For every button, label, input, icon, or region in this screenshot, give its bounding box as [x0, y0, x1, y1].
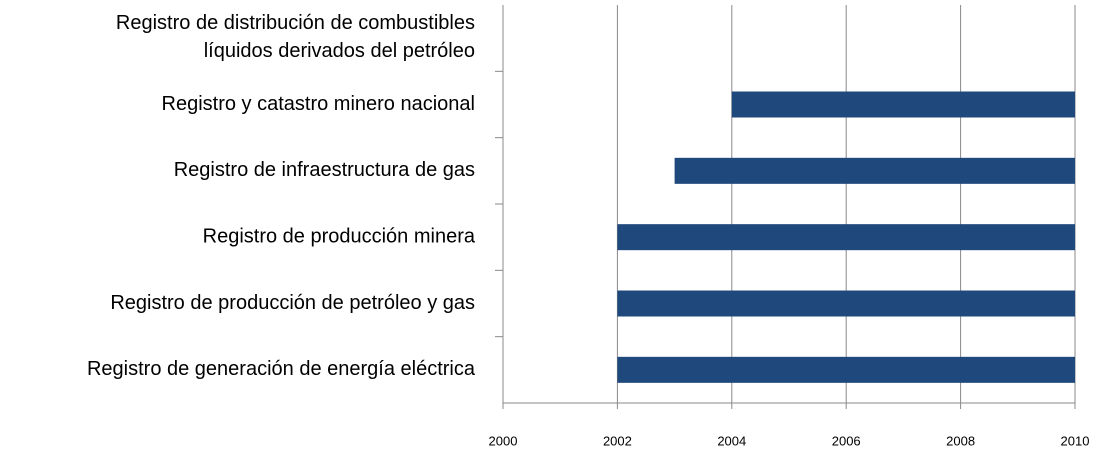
y-tick-label: Registro de infraestructura de gas	[174, 159, 475, 181]
bar	[731, 91, 1075, 118]
y-tick-label: Registro de producción minera	[203, 225, 476, 247]
x-tick-label: 2000	[489, 433, 518, 448]
bar	[617, 356, 1075, 383]
bar	[617, 224, 1075, 251]
y-tick-label: Registro de producción de petróleo y gas	[110, 292, 475, 314]
y-tick-label: Registro de distribución de combustibles…	[116, 12, 475, 62]
bar	[674, 157, 1075, 184]
x-tick-label: 2008	[946, 433, 975, 448]
y-tick-label: Registro de generación de energía eléctr…	[87, 358, 476, 380]
bar	[617, 290, 1075, 317]
y-tick-label: Registro y catastro minero nacional	[162, 93, 475, 115]
x-tick-label: 2010	[1061, 433, 1090, 448]
x-tick-label: 2002	[603, 433, 632, 448]
x-tick-label: 2004	[717, 433, 746, 448]
x-tick-label: 2006	[832, 433, 861, 448]
